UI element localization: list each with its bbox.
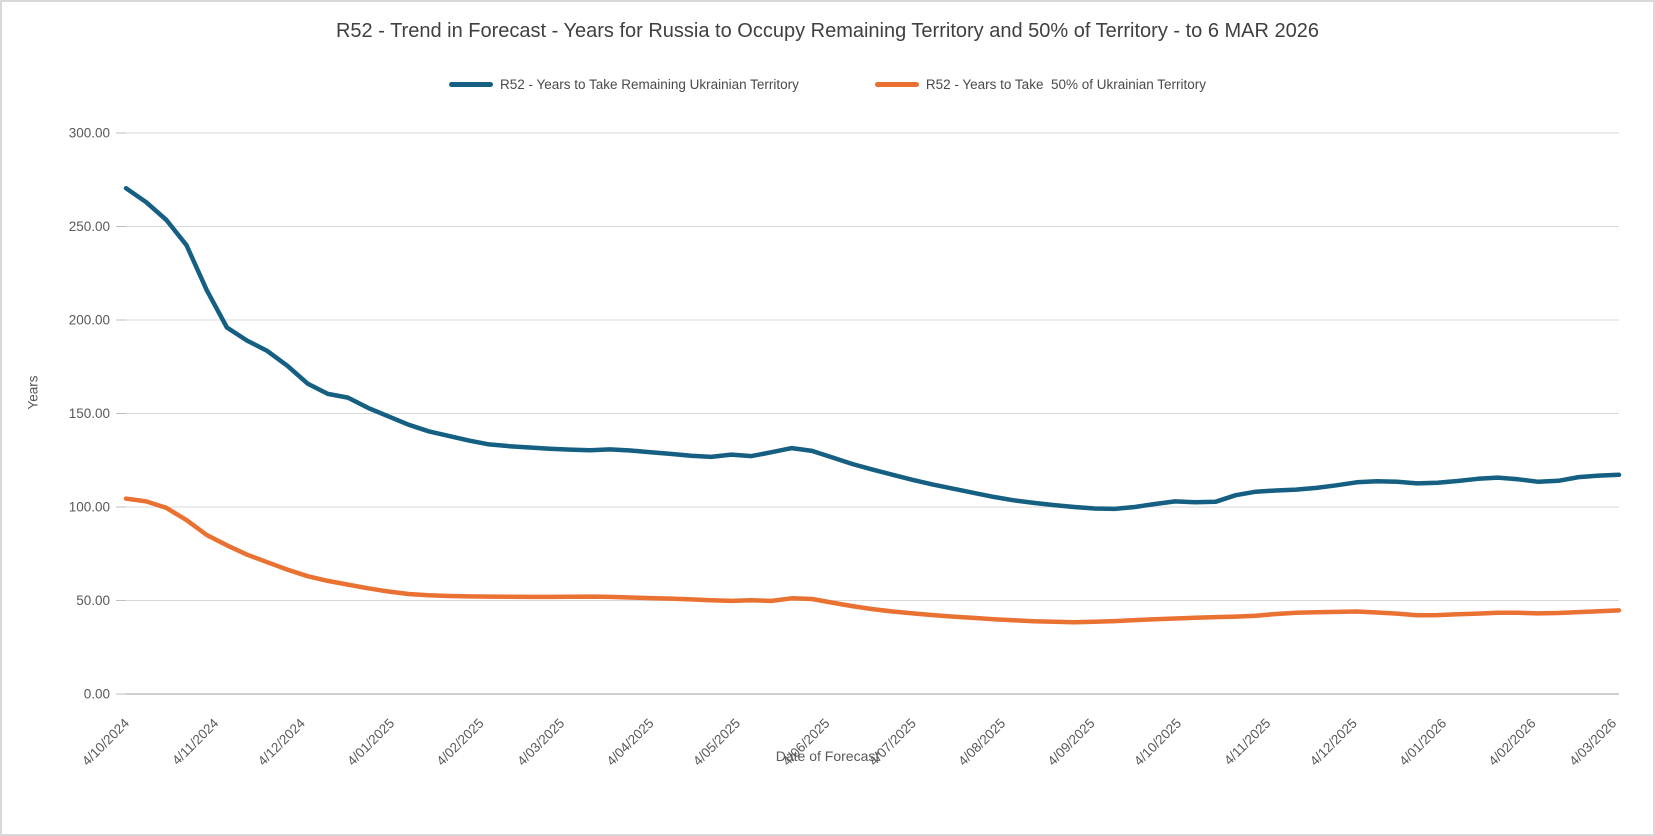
- legend: R52 - Years to Take Remaining Ukrainian …: [2, 73, 1653, 95]
- y-tick-label: 200.00: [69, 313, 110, 328]
- x-axis-title: Date of Forecast: [775, 748, 880, 764]
- legend-entry-remaining-territory: R52 - Years to Take Remaining Ukrainian …: [448, 76, 799, 92]
- legend-line-swatch-blue-icon: [448, 81, 493, 87]
- legend-label-remaining-territory: R52 - Years to Take Remaining Ukrainian …: [499, 76, 799, 92]
- legend-line-swatch-orange-icon: [874, 81, 919, 87]
- series-line-remaining-territory: [123, 185, 1622, 512]
- y-tick-label: 0.00: [84, 687, 110, 702]
- legend-entry-50pct-territory: R52 - Years to Take 50% of Ukrainian Ter…: [874, 76, 1207, 92]
- y-tick-label: 300.00: [69, 126, 110, 141]
- chart-title: R52 - Trend in Forecast - Years for Russ…: [335, 20, 1320, 42]
- y-tick-label: 100.00: [69, 500, 110, 515]
- legend-label-50pct-territory: R52 - Years to Take 50% of Ukrainian Ter…: [925, 76, 1207, 92]
- y-tick-label: 250.00: [69, 219, 110, 234]
- series-line-50pct-territory: [123, 496, 1622, 625]
- y-tick-label: 50.00: [76, 593, 110, 608]
- y-tick-label: 150.00: [69, 406, 110, 421]
